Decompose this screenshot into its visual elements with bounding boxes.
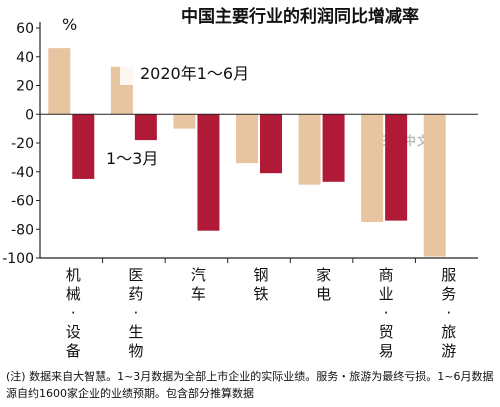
y-tick-label-4: 0: [25, 107, 34, 123]
category-label-2-char-3: ·: [133, 304, 138, 322]
bar-series-2-cat-3: [197, 114, 220, 231]
category-label-1-char-2: 械: [66, 285, 81, 303]
bar-series-1-cat-3: [173, 114, 196, 129]
legend-label-series-2: 1～3月: [106, 149, 158, 168]
category-label-6-char-1: 商: [379, 266, 394, 284]
category-label-5-char-1: 家: [316, 266, 331, 284]
category-label-3-char-2: 车: [191, 285, 206, 303]
category-label-6-char-5: 易: [379, 342, 394, 360]
footnote: (注) 数据来自大智慧。1~3月数据为全部上市企业的实际业绩。服务・旅游为最终亏…: [6, 370, 494, 400]
bar-series-1-cat-6: [361, 114, 384, 223]
category-label-2-char-4: 生: [128, 323, 143, 341]
category-label-6-char-3: ·: [384, 304, 389, 322]
chart-title: 中国主要行业的利润同比增减率: [181, 6, 419, 27]
category-label-4-char-2: 铁: [253, 285, 268, 303]
y-tick-label-2: 40: [16, 50, 34, 66]
category-label-7-char-1: 服: [441, 266, 456, 284]
y-tick-label-1: 60: [16, 21, 34, 37]
bar-series-2-cat-2: [134, 114, 157, 141]
category-label-7-char-4: 旅: [441, 323, 456, 341]
category-label-2-char-2: 药: [128, 285, 143, 303]
category-label-2-char-1: 医: [128, 266, 143, 284]
bar-series-2-cat-4: [260, 114, 282, 174]
category-label-1-char-5: 备: [66, 342, 81, 360]
y-tick-label-9: -100: [2, 251, 34, 267]
bar-series-2-cat-6: [385, 114, 408, 221]
bar-series-2-cat-5: [322, 114, 345, 182]
y-tick-label-7: -60: [11, 194, 34, 210]
category-label-7-char-5: 游: [441, 342, 456, 360]
bar-series-1-cat-4: [236, 114, 258, 164]
category-label-2-char-5: 物: [128, 342, 143, 360]
category-label-7-char-3: ·: [446, 304, 451, 322]
category-label-6-char-2: 业: [379, 285, 394, 303]
chart: 中国主要行业的利润同比增减率 % 日经中文网 6040200-20-40-60-…: [2, 6, 478, 360]
legend-label-series-1: 2020年1～6月: [140, 64, 249, 83]
legend: 2020年1～6月 1～3月: [100, 58, 292, 170]
bar-series-1-cat-7: [423, 114, 446, 257]
bar-series-1-cat-5: [298, 114, 321, 185]
category-label-1-char-4: 设: [66, 323, 81, 341]
bar-series-2-cat-1: [72, 114, 95, 179]
y-unit-label: %: [62, 15, 77, 34]
category-label-3-char-1: 汽: [191, 266, 206, 284]
y-tick-label-5: -20: [11, 136, 34, 152]
category-label-1-char-1: 机: [66, 266, 81, 284]
category-label-1-char-3: ·: [71, 304, 76, 322]
y-tick-label-3: 20: [16, 79, 34, 95]
plot-area: 6040200-20-40-60-80-100机械·设备医药·生物汽车钢铁家电商…: [2, 21, 478, 360]
category-label-7-char-2: 务: [441, 285, 456, 303]
category-label-4-char-1: 钢: [253, 266, 268, 284]
bar-series-1-cat-1: [48, 48, 71, 115]
y-tick-label-6: -40: [11, 165, 34, 181]
y-tick-label-8: -80: [11, 222, 34, 238]
category-label-5-char-2: 电: [316, 285, 331, 303]
category-label-6-char-4: 贸: [379, 323, 394, 341]
